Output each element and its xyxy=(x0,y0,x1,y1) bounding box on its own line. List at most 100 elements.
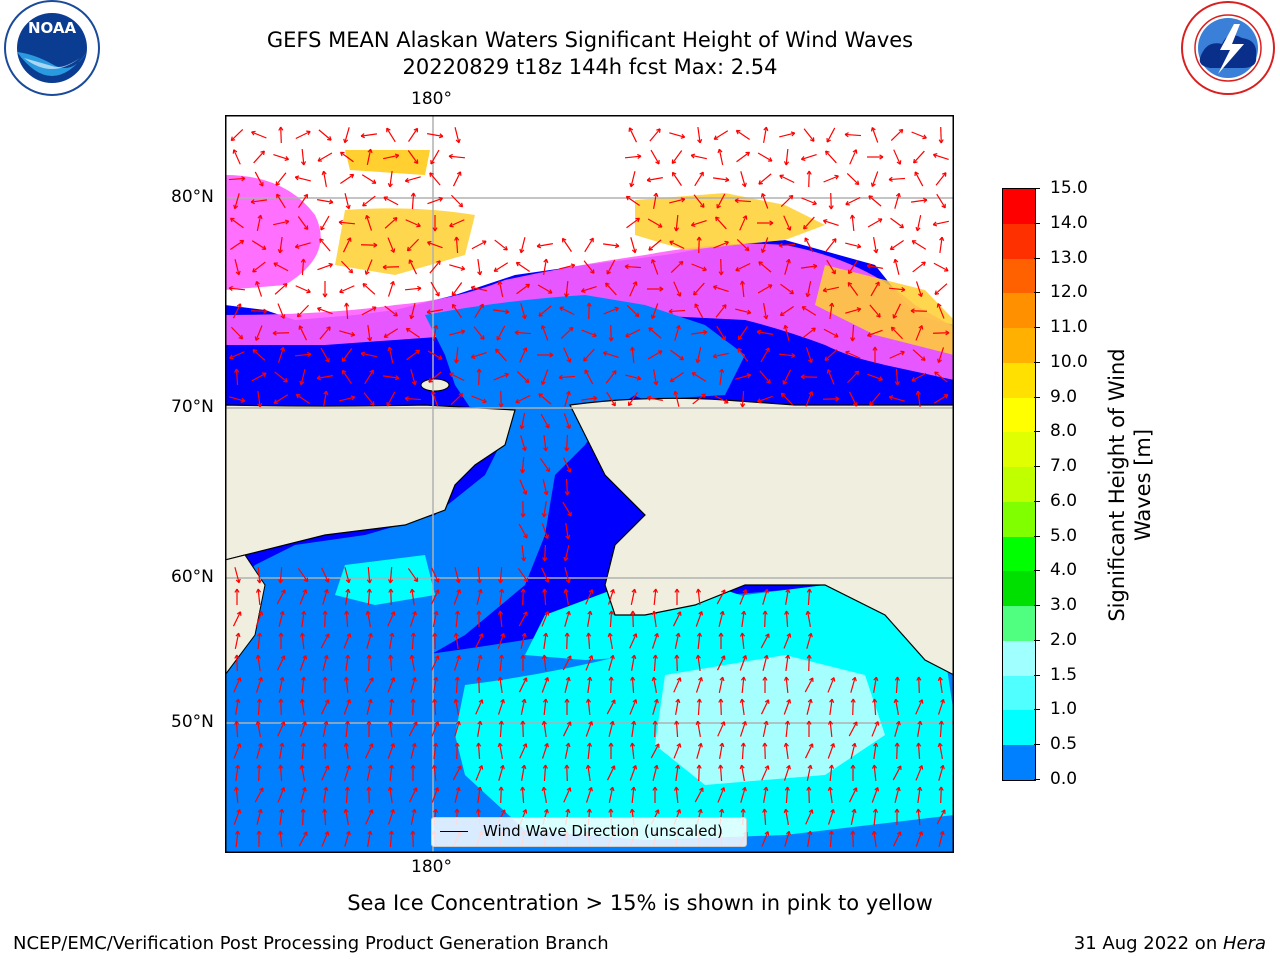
wind-wave-arrow xyxy=(651,259,659,275)
wind-wave-arrow xyxy=(716,325,726,341)
wind-wave-arrow xyxy=(494,239,508,251)
wind-wave-arrowhead xyxy=(917,720,923,726)
wind-wave-arrow xyxy=(848,787,858,803)
wind-wave-arrow xyxy=(345,654,349,672)
wind-wave-arrow xyxy=(537,243,553,247)
wind-wave-arrow xyxy=(696,743,702,759)
wind-wave-arrowhead xyxy=(479,303,484,309)
wind-wave-arrowhead xyxy=(382,264,387,270)
wind-wave-arrow xyxy=(543,501,547,517)
wind-wave-arrow xyxy=(253,150,265,164)
wind-wave-arrowhead xyxy=(234,588,240,593)
wind-wave-arrow xyxy=(669,198,685,204)
wind-wave-arrow xyxy=(518,677,528,693)
wind-wave-arrowhead xyxy=(789,289,795,295)
wind-wave-arrow xyxy=(428,371,442,383)
wind-wave-arrow xyxy=(367,831,371,847)
wind-wave-arrow xyxy=(581,329,597,337)
wind-wave-arrow xyxy=(471,286,487,292)
wind-wave-arrowhead xyxy=(299,764,305,770)
wind-wave-arrowhead xyxy=(565,578,571,584)
wind-wave-arrow xyxy=(757,152,773,162)
wind-wave-arrowhead xyxy=(258,676,263,682)
wind-wave-arrow xyxy=(235,720,239,738)
wind-wave-arrowhead xyxy=(350,395,356,401)
wind-wave-arrow xyxy=(499,743,503,759)
colorbar-label-line1: Significant Height of Wind xyxy=(1105,347,1129,622)
wind-wave-arrow xyxy=(455,676,459,694)
wind-wave-arrow xyxy=(229,396,245,402)
wind-wave-arrowhead xyxy=(896,831,902,836)
colorbar-tick-mark xyxy=(1034,779,1040,780)
wind-wave-arrowhead xyxy=(588,721,594,726)
wind-wave-arrow xyxy=(916,215,922,231)
wind-wave-arrow xyxy=(847,282,859,296)
wind-wave-arrowhead xyxy=(870,182,876,187)
wind-wave-arrow xyxy=(713,352,729,358)
wind-wave-arrow xyxy=(492,309,510,313)
wind-wave-arrowhead xyxy=(675,764,681,769)
wind-wave-arrow xyxy=(235,368,239,386)
wind-wave-arrowhead xyxy=(735,129,741,135)
ocean-top-region xyxy=(655,655,885,785)
wind-wave-arrowhead xyxy=(322,293,328,298)
wind-wave-arrowhead xyxy=(565,534,571,540)
wind-wave-arrow xyxy=(543,720,547,738)
wind-wave-arrow xyxy=(411,192,415,210)
wind-wave-arrow xyxy=(801,306,817,316)
wind-wave-arrow xyxy=(757,331,773,335)
wind-wave-arrow xyxy=(785,742,789,760)
wind-wave-arrowhead xyxy=(889,245,895,251)
wind-wave-arrow xyxy=(233,677,241,693)
wind-wave-arrowhead xyxy=(544,611,550,616)
wind-wave-arrow xyxy=(541,523,549,539)
wind-wave-arrowhead xyxy=(719,808,725,813)
wind-wave-arrowhead xyxy=(758,261,763,266)
wind-wave-arrow xyxy=(278,677,284,693)
wind-wave-arrowhead xyxy=(720,721,726,726)
wind-wave-arrowhead xyxy=(301,786,307,792)
wind-wave-arrow xyxy=(763,127,767,143)
wind-wave-arrowhead xyxy=(449,372,454,378)
wind-wave-arrow xyxy=(251,372,267,382)
wind-wave-arrowhead xyxy=(652,720,658,725)
lat-label-80n: 80°N xyxy=(171,187,214,207)
wind-wave-arrow xyxy=(408,787,418,803)
wind-wave-arrow xyxy=(938,765,944,781)
wind-wave-arrowhead xyxy=(234,720,240,725)
wind-wave-arrowhead xyxy=(784,610,790,615)
wind-wave-arrow xyxy=(475,699,483,715)
wind-wave-arrow xyxy=(455,699,459,715)
wind-wave-arrowhead xyxy=(386,127,391,133)
wind-wave-arrow xyxy=(563,413,571,429)
colorbar-band xyxy=(1003,501,1035,537)
wind-wave-arrowhead xyxy=(434,589,440,594)
wind-wave-arrow xyxy=(824,349,838,361)
wind-wave-arrowhead xyxy=(854,370,860,376)
wind-wave-arrow xyxy=(891,326,903,340)
wind-wave-arrowhead xyxy=(346,699,352,704)
wind-wave-arrowhead xyxy=(432,808,439,813)
wind-wave-arrow xyxy=(495,348,507,362)
wind-wave-arrowhead xyxy=(390,248,396,253)
wind-wave-arrow xyxy=(873,830,877,848)
wind-wave-arrow xyxy=(299,655,307,671)
wind-wave-arrowhead xyxy=(498,786,504,791)
wind-wave-arrowhead xyxy=(702,266,707,272)
wind-wave-arrow xyxy=(454,567,460,583)
wind-wave-arrow xyxy=(672,611,682,627)
wind-wave-arrowhead xyxy=(786,226,792,231)
wind-wave-arrow xyxy=(783,215,791,231)
wind-wave-arrow xyxy=(341,348,353,362)
wind-wave-arrow xyxy=(368,786,370,804)
wind-wave-arrowhead xyxy=(564,447,570,452)
wind-wave-arrow xyxy=(566,764,568,782)
wind-wave-arrow xyxy=(873,742,877,760)
wind-wave-arrowhead xyxy=(453,698,459,704)
wind-wave-arrowhead xyxy=(945,330,950,336)
wind-wave-arrow xyxy=(234,193,240,209)
wind-wave-arrowhead xyxy=(580,288,586,293)
wind-wave-arrowhead xyxy=(409,654,415,660)
wind-wave-arrowhead xyxy=(523,611,528,616)
wind-wave-arrow xyxy=(564,545,570,561)
